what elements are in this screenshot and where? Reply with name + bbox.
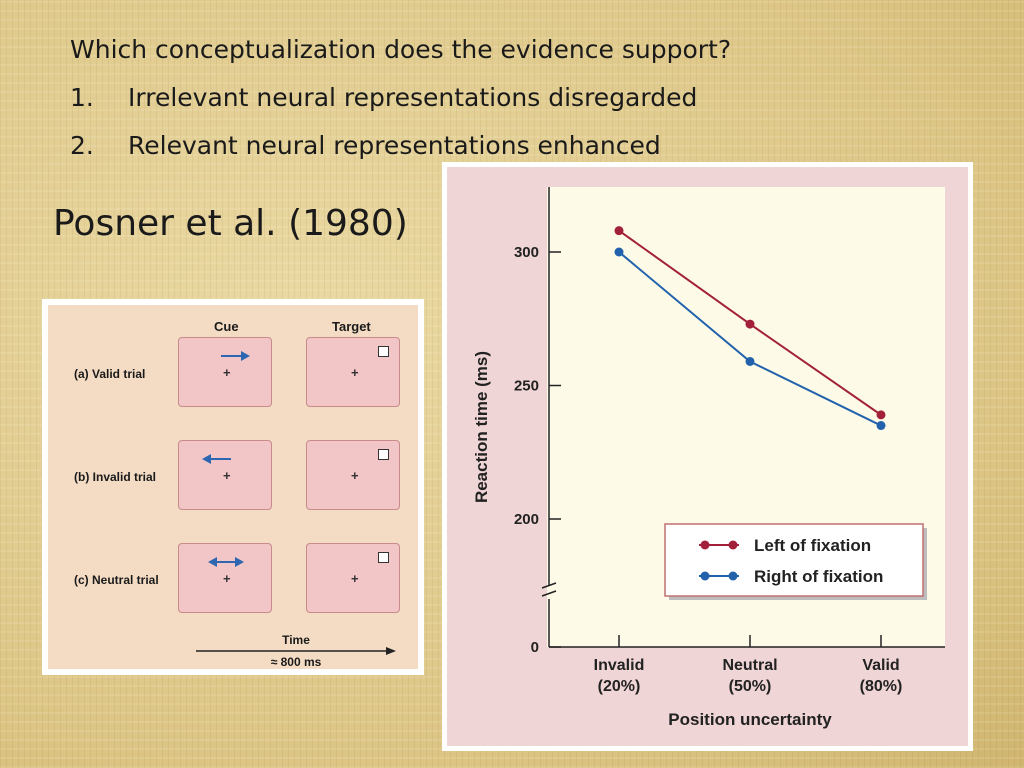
y-tick-label: 250: [514, 378, 539, 395]
list-number: 2.: [70, 131, 94, 160]
list-text: Relevant neural representations enhanced: [128, 131, 661, 160]
chart-svg: 0 200 250 300 Invalid (20%) Neutral (50%) Valid (…: [472, 187, 945, 729]
data-point: [614, 247, 624, 257]
neutral-cue-box: +: [178, 543, 272, 613]
data-point: [876, 410, 886, 420]
list-number: 1.: [70, 83, 94, 112]
time-label: Time: [282, 633, 310, 647]
x-tick-label: (20%): [598, 678, 641, 695]
question-list: Which conceptualization does the evidenc…: [70, 26, 731, 170]
legend-box: [664, 523, 924, 597]
right-arrow-icon: [221, 351, 250, 361]
list-item: 2. Relevant neural representations enhanc…: [70, 122, 731, 170]
axis-break-icon: [541, 582, 557, 597]
target-square-icon: [378, 552, 389, 563]
invalid-cue-box: +: [178, 440, 272, 510]
y-tick-label: 0: [531, 639, 539, 656]
neutral-trial-label: (c) Neutral trial: [74, 573, 159, 587]
left-arrow-icon: [202, 454, 231, 464]
citation-title: Posner et al. (1980): [53, 203, 408, 244]
list-text: Irrelevant neural representations disreg…: [128, 83, 698, 112]
fixation-cross: +: [351, 571, 359, 586]
cueing-paradigm-figure: Cue Target (a) Valid trial + + (b) Inval…: [42, 299, 424, 675]
double-arrow-icon: [208, 557, 244, 567]
y-axis-label: Reaction time (ms): [472, 351, 491, 503]
valid-target-box: +: [306, 337, 400, 407]
invalid-trial-label: (b) Invalid trial: [74, 470, 157, 484]
y-tick-label: 300: [514, 244, 539, 261]
fixation-cross: +: [351, 365, 359, 380]
fixation-cross: +: [223, 571, 231, 586]
x-tick-label: Invalid: [594, 657, 645, 674]
legend-marker: [728, 571, 738, 581]
x-tick-label: Neutral: [722, 657, 777, 674]
legend-marker: [728, 540, 738, 550]
data-point: [745, 356, 755, 366]
target-square-icon: [378, 346, 389, 357]
target-column-header: Target: [332, 319, 371, 334]
data-point: [876, 421, 886, 431]
fixation-cross: +: [223, 365, 231, 380]
legend-marker: [700, 571, 710, 581]
x-tick-label: (50%): [729, 678, 772, 695]
data-point: [614, 226, 624, 236]
data-point: [745, 319, 755, 329]
time-arrow-icon: [196, 647, 396, 655]
y-tick-label: 200: [514, 511, 539, 528]
time-axis: Time ≈ 800 ms: [196, 633, 396, 669]
legend-label: Left of fixation: [754, 536, 871, 555]
valid-trial-label: (a) Valid trial: [74, 367, 146, 381]
cue-column-header: Cue: [214, 319, 239, 334]
fixation-cross: +: [223, 468, 231, 483]
neutral-target-box: +: [306, 543, 400, 613]
legend-label: Right of fixation: [754, 567, 883, 586]
valid-cue-box: +: [178, 337, 272, 407]
invalid-target-box: +: [306, 440, 400, 510]
x-tick-label: Valid: [862, 657, 899, 674]
question-text: Which conceptualization does the evidenc…: [70, 35, 732, 64]
reaction-time-chart: 0 200 250 300 Invalid (20%) Neutral (50%) Valid (…: [442, 162, 973, 751]
list-item: 1. Irrelevant neural representations disr…: [70, 74, 731, 122]
x-axis-label: Position uncertainty: [668, 710, 832, 729]
target-square-icon: [378, 449, 389, 460]
time-value: ≈ 800 ms: [270, 655, 322, 669]
x-tick-label: (80%): [860, 678, 903, 695]
legend-marker: [700, 540, 710, 550]
fixation-cross: +: [351, 468, 359, 483]
